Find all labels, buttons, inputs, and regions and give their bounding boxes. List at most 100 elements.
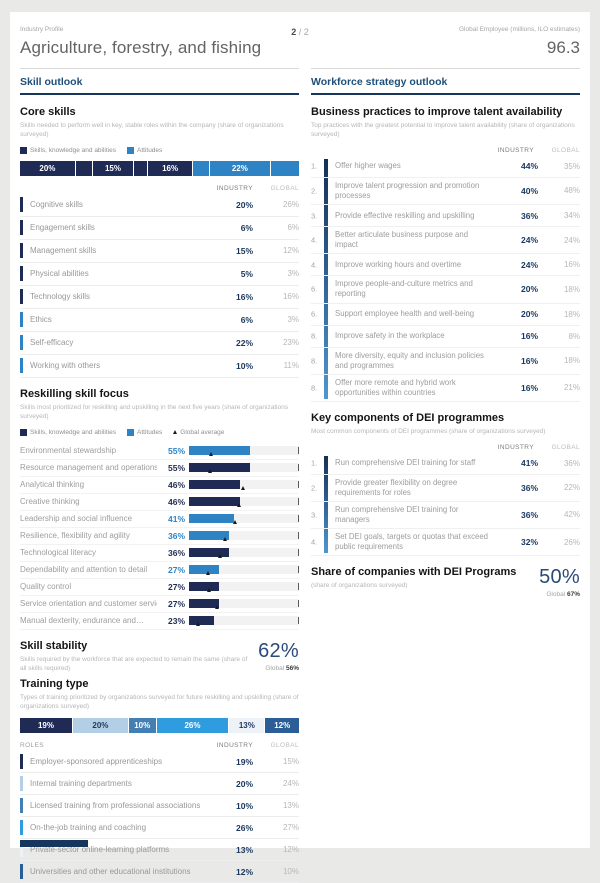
- stacked-bar-segment: 10%: [128, 718, 157, 734]
- rank-number: 3.: [311, 211, 318, 221]
- global-value: 11%: [283, 361, 299, 371]
- dei-share-text: Share of companies with DEI Programs (sh…: [311, 566, 539, 590]
- header-metric: Global Employee (millions, ILO estimates…: [459, 26, 580, 58]
- core-skills-legend: Skills, knowledge and abilities Attitudes: [20, 146, 299, 154]
- global-value: 6%: [287, 223, 299, 233]
- legend-swatch-icon: [127, 146, 134, 154]
- stacked-bar-segment: 13%: [229, 718, 266, 734]
- section-header-workforce-outlook: Workforce strategy outlook: [311, 68, 580, 95]
- business-practices-column-headers: INDUSTRY GLOBAL: [311, 147, 580, 154]
- industry-value: 27%: [167, 564, 185, 575]
- industry-value: 36%: [520, 210, 538, 221]
- bar-fill: [189, 497, 240, 507]
- bar-fill: [189, 582, 219, 592]
- table-row: Management skills 15% 12%: [20, 240, 299, 263]
- global-label: Global: [546, 591, 566, 599]
- dei-components-title: Key components of DEI programmes: [311, 412, 505, 425]
- ranked-row: 4. Improve working hours and overtime 24% 1…: [311, 254, 580, 277]
- category-marker: [20, 243, 23, 259]
- page-total: 2: [303, 27, 309, 37]
- category-marker: [20, 289, 23, 305]
- page-title: Agriculture, forestry, and fishing: [20, 38, 262, 57]
- reskilling-row: Quality control 27%: [20, 579, 299, 596]
- industry-column-header: INDUSTRY: [216, 742, 253, 750]
- global-value: 3%: [287, 269, 299, 279]
- row-label: Universities and other educational insti…: [30, 867, 191, 877]
- global-label: Global: [265, 664, 285, 672]
- legend-label: Skills, knowledge and abilities: [30, 146, 116, 154]
- row-label: Offer more remote and hybrid work opport…: [335, 377, 456, 397]
- row-label: Offer higher wages: [335, 161, 401, 171]
- bar-fill: [189, 514, 235, 524]
- industry-value: 46%: [167, 479, 185, 490]
- industry-value: 26%: [235, 822, 253, 833]
- metric-label: Global Employee (millions, ILO estimates…: [458, 26, 580, 33]
- page-current: 2: [291, 27, 297, 37]
- bar-fill: [189, 531, 229, 541]
- industry-value: 19%: [235, 756, 253, 767]
- table-row: Licensed training from professional asso…: [20, 795, 299, 818]
- two-column-layout: Skill outlook Core skills Skills needed …: [20, 68, 580, 883]
- row-label: Improve working hours and overtime: [335, 259, 462, 269]
- table-row: Internal training departments 20% 24%: [20, 773, 299, 796]
- legend-item: Attitudes: [127, 146, 163, 154]
- core-skills-column-headers: INDUSTRY GLOBAL: [20, 185, 299, 192]
- global-value: 26%: [282, 200, 299, 210]
- global-value: 13%: [282, 801, 299, 811]
- global-value: 15%: [282, 757, 299, 767]
- row-label: On-the-job training and coaching: [30, 823, 147, 833]
- industry-value: 15%: [235, 245, 253, 256]
- industry-value: 40%: [520, 185, 538, 196]
- global-value: 12%: [282, 845, 299, 855]
- rank-number: 3.: [311, 510, 318, 520]
- category-marker: [20, 220, 23, 236]
- bar-track: [189, 582, 299, 593]
- row-label: Physical abilities: [30, 269, 89, 279]
- global-value: 18%: [563, 284, 580, 294]
- industry-value: 41%: [167, 513, 185, 524]
- rank-number: 1.: [311, 161, 318, 171]
- legend-label: Attitudes: [137, 428, 163, 436]
- row-label: Licensed training from professional asso…: [30, 801, 201, 811]
- industry-column-header: INDUSTRY: [497, 443, 534, 451]
- rank-number: 2.: [311, 483, 318, 493]
- metric-value: 96.3: [546, 38, 580, 57]
- workforce-outlook-column: Workforce strategy outlook Business prac…: [311, 68, 580, 883]
- row-label: Improve talent progression and promotion…: [335, 180, 480, 200]
- industry-value: 20%: [520, 309, 538, 320]
- ranked-row: 1. Run comprehensive DEI training for sta…: [311, 453, 580, 475]
- axis-end-tick: [298, 549, 299, 557]
- page-header: Industry Profile Agriculture, forestry, …: [20, 24, 580, 68]
- bar-fill: [189, 565, 219, 575]
- legend-label: Attitudes: [137, 146, 163, 154]
- business-practices-title: Business practices to improve talent ava…: [311, 106, 563, 118]
- row-label: Dependability and attention to detail: [20, 565, 148, 575]
- rank-number: 4.: [311, 260, 318, 270]
- row-label: Environmental stewardship: [20, 446, 117, 456]
- dei-share-title: Share of companies with DEI Programs: [311, 566, 517, 579]
- legend-label: Global average: [180, 428, 225, 436]
- row-label: Run comprehensive DEI training for staff: [335, 457, 476, 467]
- business-practices-subtitle: Top practices with the greatest potentia…: [311, 122, 575, 139]
- table-row: Self-efficacy 22% 23%: [20, 332, 299, 355]
- reskilling-row: Resilience, flexibility and agility 36%: [20, 528, 299, 545]
- industry-value: 12%: [235, 866, 253, 877]
- industry-value: 20%: [235, 778, 253, 789]
- category-marker: [20, 798, 23, 814]
- row-label: Provide effective reskilling and upskill…: [335, 210, 475, 220]
- industry-value: 36%: [167, 530, 185, 541]
- industry-value: 27%: [167, 598, 185, 609]
- dei-components-rows: 1. Run comprehensive DEI training for sta…: [311, 453, 580, 557]
- global-value: 34%: [563, 211, 580, 221]
- core-skills-title: Core skills: [20, 106, 76, 118]
- global-average-marker-icon: [209, 452, 213, 457]
- bar-fill: [189, 463, 250, 473]
- row-label: Improve people-and-culture metrics and r…: [335, 279, 473, 299]
- row-label: Set DEI goals, targets or quotas that ex…: [335, 532, 488, 552]
- rank-number: 8.: [311, 331, 318, 341]
- report-page: Industry Profile Agriculture, forestry, …: [10, 12, 590, 883]
- skill-stability-title: Skill stability: [20, 639, 88, 652]
- skill-stability-values: 62% Global 56%: [258, 640, 299, 672]
- ranked-row: 3. Provide effective reskilling and upski…: [311, 205, 580, 228]
- global-value: 24%: [282, 779, 299, 789]
